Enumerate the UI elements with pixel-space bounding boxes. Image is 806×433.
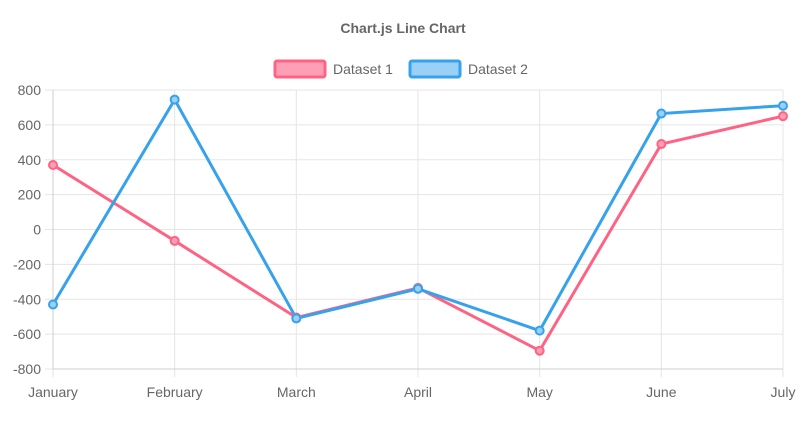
data-point-dataset-2[interactable] bbox=[778, 100, 788, 111]
x-tick-label: January bbox=[28, 384, 78, 400]
x-axis-ticks: January February March April May June July bbox=[28, 384, 795, 400]
x-tick-label: May bbox=[526, 384, 552, 400]
data-point-dataset-1[interactable] bbox=[169, 235, 180, 246]
legend-swatch-dataset-2 bbox=[408, 59, 462, 79]
y-tick-label: 400 bbox=[18, 152, 42, 168]
x-tick-label: July bbox=[771, 384, 796, 400]
data-point-dataset-2[interactable] bbox=[534, 325, 545, 336]
y-tick-label: 800 bbox=[18, 82, 42, 98]
legend-item-dataset-2[interactable]: Dataset 2 bbox=[408, 59, 528, 79]
data-point-dataset-2[interactable] bbox=[656, 108, 667, 119]
data-point-dataset-2[interactable] bbox=[413, 283, 423, 294]
data-point-dataset-1[interactable] bbox=[48, 159, 58, 170]
legend-item-dataset-1[interactable]: Dataset 1 bbox=[273, 59, 393, 79]
y-tick-label: -400 bbox=[13, 291, 41, 307]
data-point-dataset-1[interactable] bbox=[534, 345, 545, 356]
data-point-dataset-2[interactable] bbox=[48, 299, 58, 310]
x-tick-label: June bbox=[646, 384, 677, 400]
x-tick-label: March bbox=[277, 384, 316, 400]
data-point-dataset-1[interactable] bbox=[778, 111, 788, 122]
legend-label-dataset-2: Dataset 2 bbox=[468, 61, 528, 77]
y-tick-label: 600 bbox=[18, 117, 42, 133]
legend-label-dataset-1: Dataset 1 bbox=[333, 61, 393, 77]
chart-title: Chart.js Line Chart bbox=[340, 20, 466, 36]
y-axis-ticks: 800 600 400 200 0 -200 -400 -600 -800 bbox=[13, 82, 41, 377]
data-point-dataset-1[interactable] bbox=[656, 139, 667, 150]
y-tick-label: 0 bbox=[33, 222, 41, 238]
series-points[interactable] bbox=[48, 94, 788, 356]
y-tick-label: 200 bbox=[18, 187, 42, 203]
x-tick-label: February bbox=[147, 384, 203, 400]
y-tick-label: -800 bbox=[13, 361, 41, 377]
y-tick-label: -200 bbox=[13, 256, 41, 272]
legend[interactable]: Dataset 1 Dataset 2 bbox=[273, 59, 528, 79]
data-point-dataset-2[interactable] bbox=[169, 94, 180, 105]
x-tick-label: April bbox=[404, 384, 432, 400]
legend-swatch-dataset-1 bbox=[273, 59, 327, 79]
y-tick-label: -600 bbox=[13, 326, 41, 342]
data-point-dataset-2[interactable] bbox=[291, 313, 302, 324]
